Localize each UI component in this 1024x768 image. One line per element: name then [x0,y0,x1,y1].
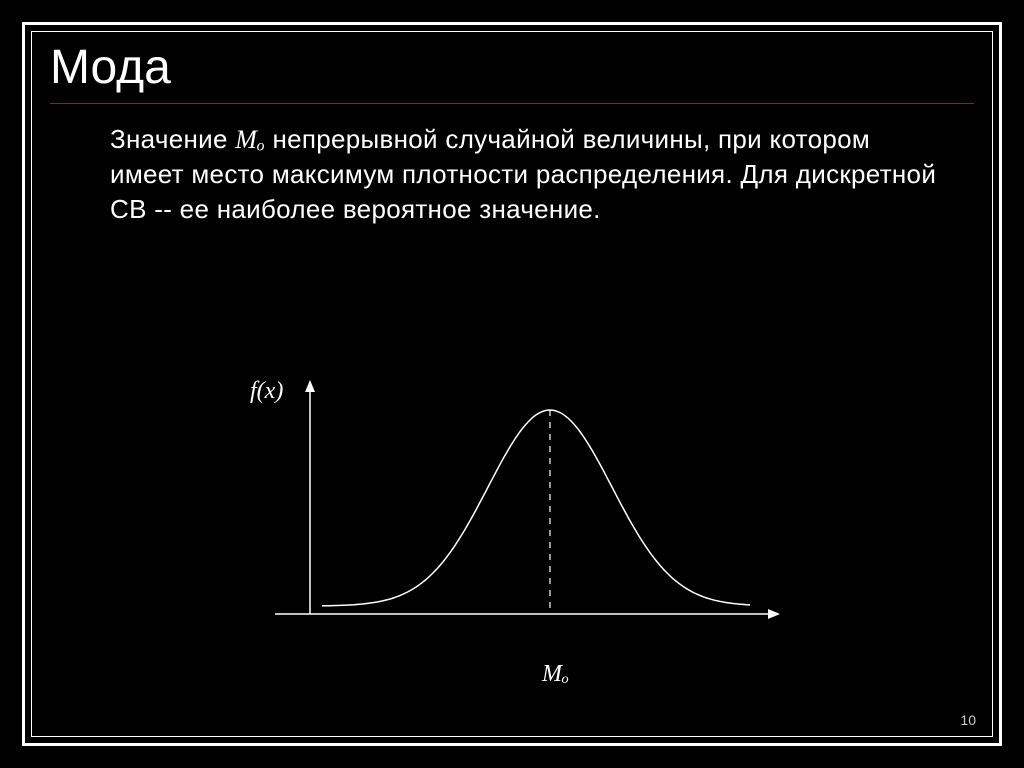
title-divider [50,103,974,104]
slide-body: Значение Mₒ непрерывной случайной величи… [110,122,944,227]
slide-content: Мода Значение Mₒ непрерывной случайной в… [50,40,974,728]
mode-symbol-inline: Mₒ [235,125,265,154]
y-axis-label: f(x) [250,378,283,405]
x-axis-label: Mₒ [542,661,569,688]
chart-svg [250,380,810,640]
density-chart: f(x) Mₒ [250,380,810,660]
page-number: 10 [960,712,976,728]
slide-title: Мода [50,40,974,95]
body-before: Значение [110,124,235,154]
